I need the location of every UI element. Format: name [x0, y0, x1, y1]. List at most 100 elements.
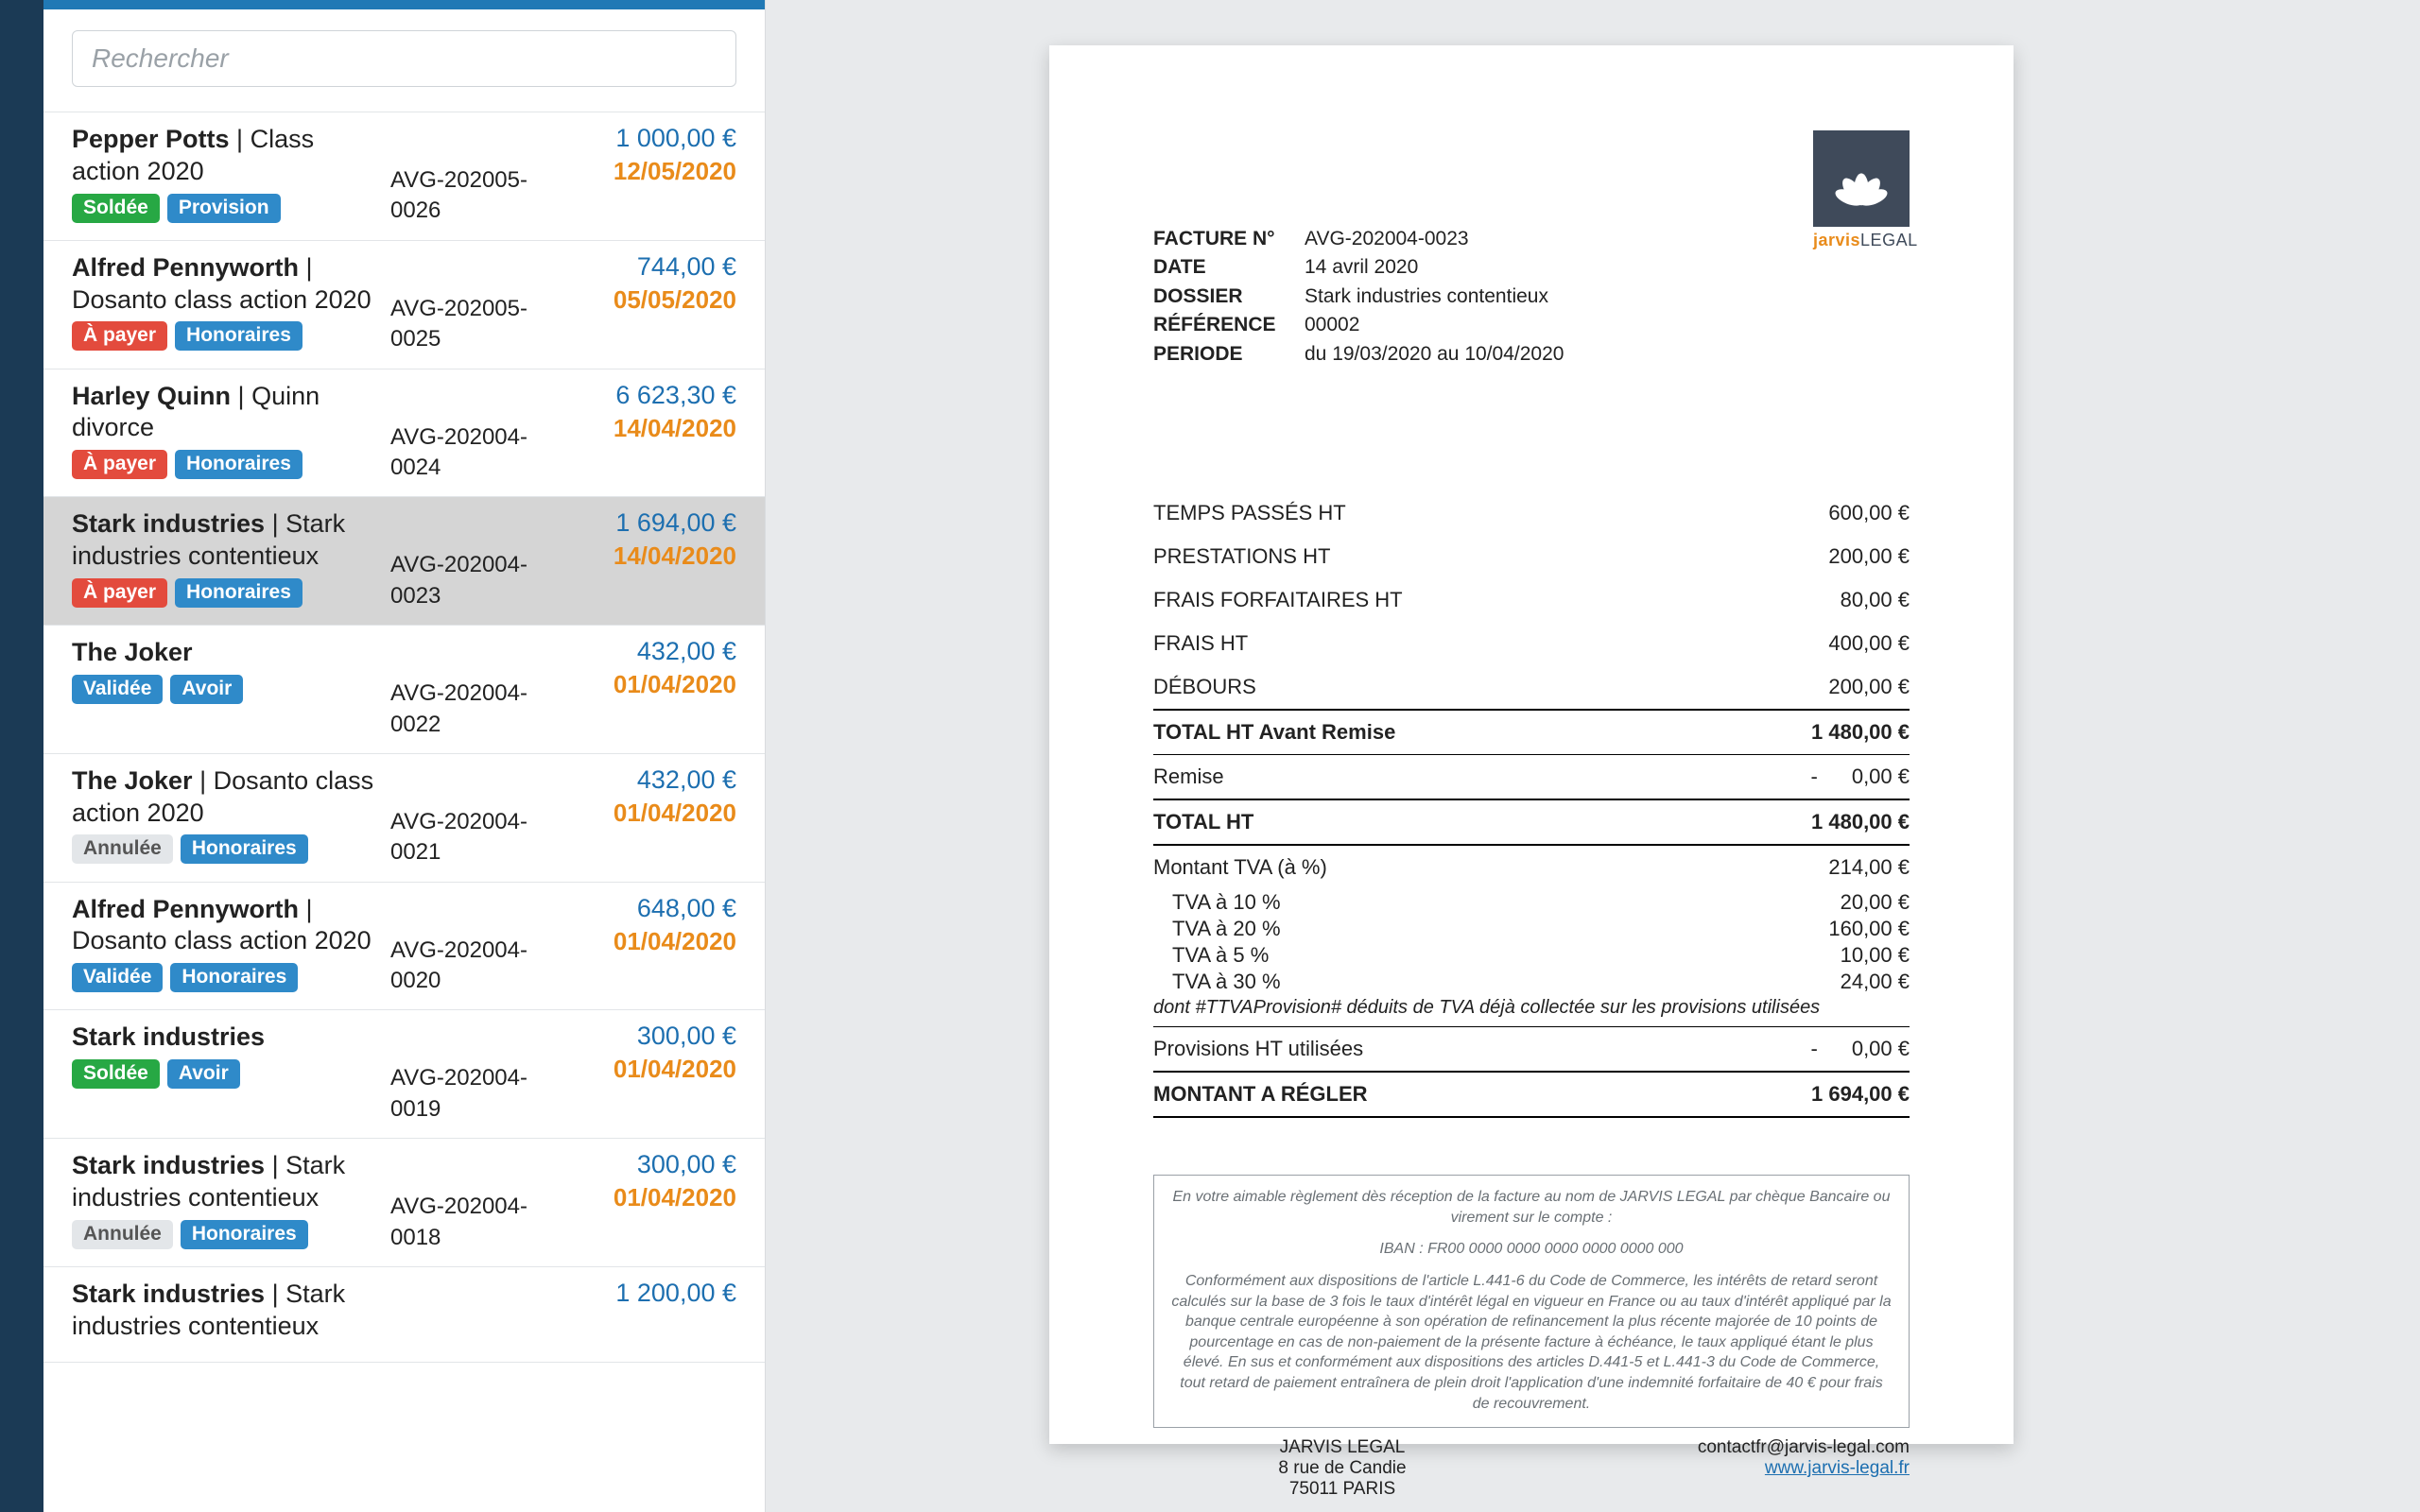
line-value: 1 694,00 €: [1811, 1082, 1910, 1107]
invoice-row[interactable]: Stark industries | Stark industries cont…: [43, 496, 765, 625]
line-label: TEMPS PASSÉS HT: [1153, 501, 1346, 525]
line-label: Provisions HT utilisées: [1153, 1037, 1363, 1061]
client-name: Stark industries: [72, 509, 265, 538]
invoice-row[interactable]: The Joker | Dosanto class action 2020Ann…: [43, 753, 765, 882]
invoice-ref: AVG-202004-0021: [390, 765, 570, 868]
nav-sidebar: [0, 0, 43, 1512]
invoice-row[interactable]: Stark industries | Stark industries cont…: [43, 1138, 765, 1266]
invoice-amount: 1 200,00 €: [585, 1279, 736, 1308]
invoice-amount: 300,00 €: [585, 1150, 736, 1179]
meta-value-date: 14 avril 2020: [1305, 253, 1418, 282]
invoice-amount: 648,00 €: [585, 894, 736, 923]
footer-email: contactfr@jarvis-legal.com: [1531, 1437, 1910, 1458]
invoice-ref: AVG-202004-0019: [390, 1022, 570, 1125]
client-name: The Joker: [72, 638, 193, 666]
dash: -: [1811, 765, 1818, 788]
line-value: 200,00 €: [1828, 544, 1910, 569]
client-name: Stark industries: [72, 1151, 265, 1179]
matter-name: Dosanto class action 2020: [72, 285, 372, 314]
invoice-date: 01/04/2020: [585, 1055, 736, 1084]
type-badge: Honoraires: [175, 321, 302, 351]
status-badge: Validée: [72, 963, 163, 992]
line-label: FRAIS FORFAITAIRES HT: [1153, 588, 1403, 612]
invoice-row[interactable]: Alfred Pennyworth | Dosanto class action…: [43, 240, 765, 369]
line-value: 214,00 €: [1828, 855, 1910, 880]
invoice-amount: 744,00 €: [585, 252, 736, 282]
line-label: FRAIS HT: [1153, 631, 1248, 656]
invoice-ref: AVG-202005-0025: [390, 252, 570, 355]
line-value: 200,00 €: [1828, 675, 1910, 699]
client-name: Stark industries: [72, 1022, 265, 1051]
invoice-row[interactable]: Stark industriesSoldéeAvoirAVG-202004-00…: [43, 1009, 765, 1138]
footer-addr2: 75011 PARIS: [1153, 1479, 1531, 1500]
invoice-row[interactable]: Alfred Pennyworth | Dosanto class action…: [43, 882, 765, 1010]
invoice-date: 01/04/2020: [585, 799, 736, 828]
invoice-document: jarvisLEGAL FACTURE N° AVG-202004-0023 DA…: [1049, 45, 2014, 1444]
status-badge: Soldée: [72, 194, 160, 223]
line-value: 80,00 €: [1841, 588, 1910, 612]
invoice-list-panel: Pepper Potts | Class action 2020SoldéePr…: [43, 0, 766, 1512]
invoice-footer-contact: JARVIS LEGAL 8 rue de Candie 75011 PARIS…: [1153, 1437, 1910, 1500]
logo-text-1: jarvis: [1813, 231, 1860, 249]
client-name: Alfred Pennyworth: [72, 253, 299, 282]
footer-legal: Conformément aux dispositions de l'artic…: [1171, 1273, 1891, 1412]
status-badge: À payer: [72, 450, 167, 479]
meta-label-ref: RÉFÉRENCE: [1153, 311, 1286, 339]
company-logo: jarvisLEGAL: [1813, 130, 1910, 250]
invoice-row[interactable]: Pepper Potts | Class action 2020SoldéePr…: [43, 112, 765, 240]
meta-value-dossier: Stark industries contentieux: [1305, 283, 1548, 311]
line-label: TOTAL HT: [1153, 810, 1253, 834]
invoice-date: 01/04/2020: [585, 670, 736, 699]
meta-label-date: DATE: [1153, 253, 1286, 282]
invoice-date: 14/04/2020: [585, 541, 736, 571]
meta-value-period: du 19/03/2020 au 10/04/2020: [1305, 340, 1564, 369]
document-viewer: jarvisLEGAL FACTURE N° AVG-202004-0023 DA…: [766, 0, 2420, 1512]
line-value: 0,00 €: [1852, 1037, 1910, 1060]
logo-icon: [1813, 130, 1910, 227]
status-badge: Validée: [72, 675, 163, 704]
tva-label: TVA à 5 %: [1153, 943, 1269, 968]
meta-value-number: AVG-202004-0023: [1305, 225, 1469, 253]
line-value: 1 480,00 €: [1811, 720, 1910, 745]
client-name: Stark industries: [72, 1280, 265, 1308]
line-label: Montant TVA (à %): [1153, 855, 1327, 880]
line-value: 0,00 €: [1852, 765, 1910, 788]
invoice-date: 01/04/2020: [585, 927, 736, 956]
invoice-lines: TEMPS PASSÉS HT 600,00 € PRESTATIONS HT 20…: [1153, 491, 1910, 1118]
invoice-row[interactable]: The JokerValidéeAvoirAVG-202004-0022432,…: [43, 625, 765, 753]
line-value: 600,00 €: [1828, 501, 1910, 525]
invoice-ref: AVG-202004-0023: [390, 508, 570, 611]
invoice-row[interactable]: Stark industries | Stark industries cont…: [43, 1266, 765, 1363]
dash: -: [1811, 1037, 1818, 1060]
invoice-date: 01/04/2020: [585, 1183, 736, 1212]
logo-text-2: LEGAL: [1860, 231, 1918, 249]
meta-label-number: FACTURE N°: [1153, 225, 1286, 253]
type-badge: Honoraires: [170, 963, 298, 992]
tva-value: 10,00 €: [1841, 943, 1910, 968]
line-label: Remise: [1153, 765, 1224, 789]
line-value: 1 480,00 €: [1811, 810, 1910, 834]
invoice-ref: AVG-202004-0020: [390, 894, 570, 997]
type-badge: Honoraires: [181, 1220, 308, 1249]
footer-site-link[interactable]: www.jarvis-legal.fr: [1765, 1458, 1910, 1478]
tva-value: 160,00 €: [1828, 917, 1910, 941]
footer-company: JARVIS LEGAL: [1153, 1437, 1531, 1458]
line-label: PRESTATIONS HT: [1153, 544, 1330, 569]
invoice-ref: AVG-202004-0022: [390, 637, 570, 740]
invoice-ref: [390, 1279, 570, 1349]
invoice-date: 05/05/2020: [585, 285, 736, 315]
search-input[interactable]: [72, 30, 736, 87]
invoice-row[interactable]: Harley Quinn | Quinn divorceÀ payerHonor…: [43, 369, 765, 497]
status-badge: Annulée: [72, 834, 173, 864]
line-label: MONTANT A RÉGLER: [1153, 1082, 1368, 1107]
tva-value: 24,00 €: [1841, 970, 1910, 994]
status-badge: Soldée: [72, 1059, 160, 1089]
footer-iban: IBAN : FR00 0000 0000 0000 0000 0000 000: [1379, 1241, 1683, 1257]
meta-label-dossier: DOSSIER: [1153, 283, 1286, 311]
status-badge: À payer: [72, 578, 167, 608]
invoice-amount: 1 000,00 €: [585, 124, 736, 153]
matter-name: Dosanto class action 2020: [72, 926, 372, 954]
invoice-meta: FACTURE N° AVG-202004-0023 DATE 14 avril 2…: [1153, 225, 1910, 369]
type-badge: Honoraires: [175, 450, 302, 479]
type-badge: Honoraires: [181, 834, 308, 864]
